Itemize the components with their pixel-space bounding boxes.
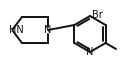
Text: N: N	[86, 47, 94, 57]
Text: HN: HN	[9, 25, 24, 35]
Text: N: N	[44, 25, 52, 35]
Text: Br: Br	[92, 10, 103, 20]
